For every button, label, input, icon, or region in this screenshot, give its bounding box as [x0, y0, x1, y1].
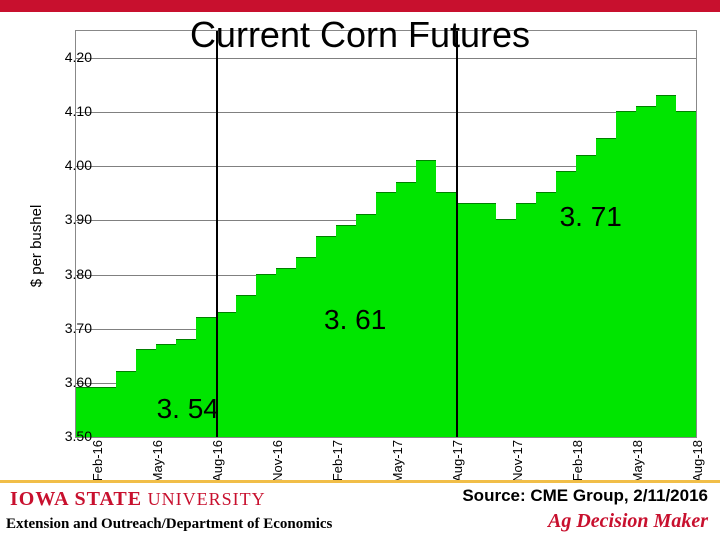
bar	[216, 312, 236, 438]
y-tick-label: 3.60	[52, 374, 92, 390]
department-line: Extension and Outreach/Department of Eco…	[6, 516, 332, 533]
x-tick-label: Aug-18	[690, 440, 705, 482]
x-tick-label: Nov-17	[510, 440, 525, 482]
bar	[596, 138, 616, 437]
y-axis-label: $ per bushel	[28, 205, 45, 288]
gridline	[76, 112, 696, 113]
bar	[316, 236, 336, 437]
bar	[616, 111, 636, 437]
x-tick-label: Feb-18	[570, 440, 585, 481]
y-tick-label: 3.90	[52, 211, 92, 227]
x-tick-label: Feb-17	[330, 440, 345, 481]
isu-logo-rest: UNIVERSITY	[142, 489, 266, 509]
bar	[516, 203, 536, 437]
period-divider	[456, 31, 458, 437]
bar	[416, 160, 436, 437]
isu-logo-bold: IOWA STATE	[10, 488, 142, 510]
y-tick-label: 3.80	[52, 266, 92, 282]
x-tick-label: Nov-16	[270, 440, 285, 482]
footer-divider	[0, 480, 720, 483]
x-tick-label: Aug-16	[210, 440, 225, 482]
x-tick-label: May-17	[390, 440, 405, 483]
bar	[636, 106, 656, 437]
isu-logo: IOWA STATE UNIVERSITY	[10, 488, 266, 511]
x-tick-label: May-18	[630, 440, 645, 483]
period-divider	[216, 31, 218, 437]
chart-area: Current Corn Futures $ per bushel 3. 543…	[0, 12, 720, 480]
x-tick-label: Feb-16	[90, 440, 105, 481]
y-tick-label: 4.00	[52, 157, 92, 173]
bar	[116, 371, 136, 437]
bar	[676, 111, 696, 437]
gridline	[76, 58, 696, 59]
price-annotation: 3. 71	[560, 201, 622, 233]
price-annotation: 3. 54	[157, 393, 219, 425]
bar	[276, 268, 296, 437]
plot-region: 3. 54 3. 61 3. 71	[75, 30, 697, 438]
bar	[136, 349, 156, 437]
x-tick-label: Aug-17	[450, 440, 465, 482]
chart-title: Current Corn Futures	[0, 14, 720, 56]
bar	[536, 192, 556, 437]
y-tick-label: 3.50	[52, 428, 92, 444]
header-accent-bar	[0, 0, 720, 12]
price-annotation: 3. 61	[324, 304, 386, 336]
footer: Source: CME Group, 2/11/2016 IOWA STATE …	[0, 480, 720, 540]
x-tick-label: May-16	[150, 440, 165, 483]
bar	[256, 274, 276, 437]
bar	[96, 387, 116, 437]
bar	[436, 192, 456, 437]
bar	[496, 219, 516, 437]
y-tick-label: 4.10	[52, 103, 92, 119]
bar	[296, 257, 316, 437]
source-line: Source: CME Group, 2/11/2016	[462, 486, 708, 506]
bar	[236, 295, 256, 437]
bar	[456, 203, 476, 437]
ag-decision-maker-brand: Ag Decision Maker	[548, 510, 708, 533]
bar	[396, 182, 416, 437]
y-tick-label: 3.70	[52, 320, 92, 336]
bar	[576, 155, 596, 437]
bar	[476, 203, 496, 437]
bar	[656, 95, 676, 437]
